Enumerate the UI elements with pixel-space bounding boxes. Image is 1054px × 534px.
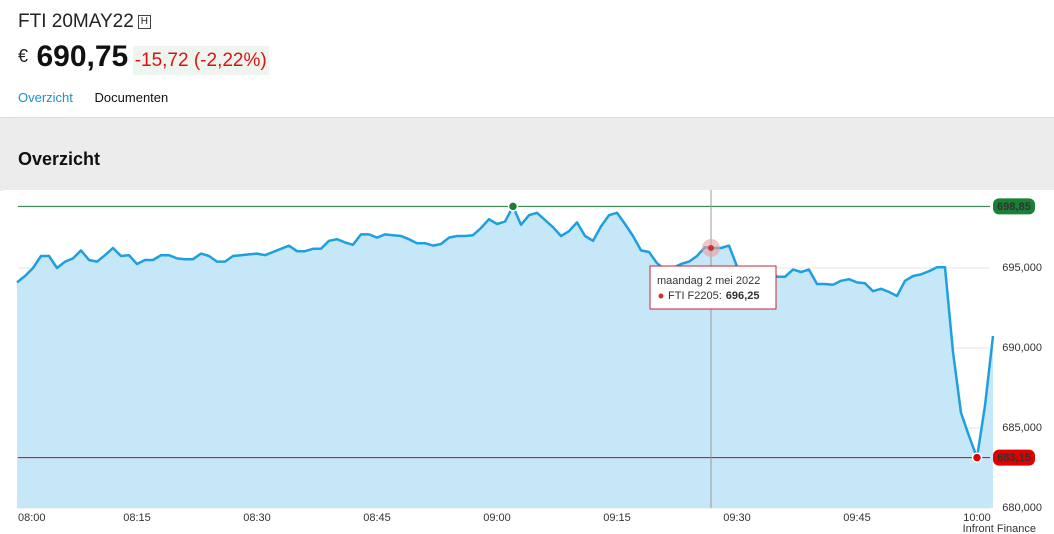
y-tick-label: 690,000 (1002, 342, 1042, 354)
x-tick-label: 08:00 (18, 512, 46, 524)
tooltip-title: maandag 2 mei 2022 (657, 275, 760, 287)
reference-badge (993, 449, 1035, 466)
tab[interactable]: Documenten (94, 90, 169, 105)
x-tick-label: 09:45 (843, 512, 871, 524)
extreme-dot (971, 452, 983, 463)
change-pct: (-2,22%) (193, 50, 267, 71)
tooltip-box (649, 265, 777, 310)
y-tick-label: 685,000 (1002, 422, 1042, 434)
title-text: FTI 20MAY22 (18, 11, 134, 32)
tooltip-number: 696,25 (726, 290, 760, 302)
instrument-title: FTI 20MAY22 H (18, 11, 151, 33)
x-tick-label: 09:30 (723, 512, 751, 524)
hover-dot (708, 245, 714, 251)
price: 690,75 (36, 40, 129, 73)
x-tick-label: 09:00 (483, 512, 511, 524)
credits: Infront Finance (963, 523, 1036, 534)
price-row: € 690,75 -15,72 (-2,22%) (18, 40, 269, 75)
tooltip-series: FTI F2205: (668, 290, 722, 302)
x-tick-label: 09:15 (603, 512, 631, 524)
change-abs: -15,72 (134, 50, 189, 71)
change: -15,72 (-2,22%) (132, 46, 269, 75)
tooltip: maandag 2 mei 2022 FTI F2205: 696,25 (649, 265, 777, 310)
section-header: Overzicht (0, 117, 1054, 191)
y-tick-label: 695,000 (1002, 262, 1042, 274)
x-tick-label: 08:15 (123, 512, 151, 524)
badge: H (137, 15, 151, 29)
currency: € (18, 46, 29, 66)
section-title: Overzicht (18, 149, 101, 169)
x-tick-label: 08:45 (363, 512, 391, 524)
tooltip-marker (658, 293, 664, 299)
x-tick-label: 10:00 (963, 512, 991, 524)
x-tick-label: 08:30 (243, 512, 271, 524)
line (16, 205, 995, 459)
tooltip-value: FTI F2205: 696,25 (668, 290, 759, 302)
extreme-dot (507, 201, 519, 212)
reference-badge (993, 198, 1035, 215)
reference-label: 698,85 (997, 201, 1031, 213)
y-tick-label: 680,000 (1002, 502, 1042, 514)
reference-label: 683,15 (997, 452, 1031, 464)
